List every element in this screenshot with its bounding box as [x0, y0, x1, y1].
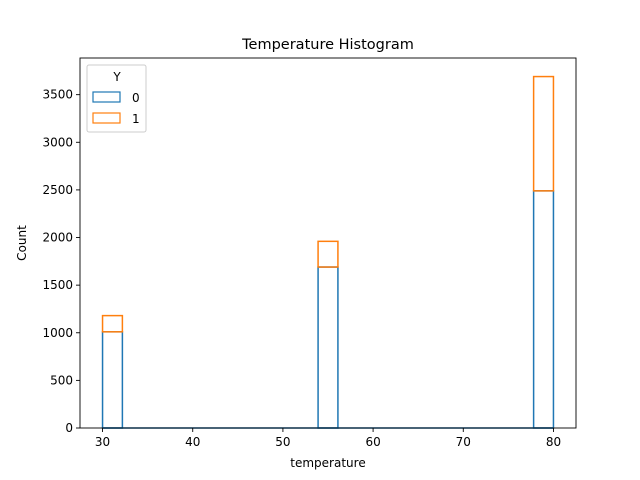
x-ticks: 30 40 50 60 70 80 — [95, 428, 561, 449]
legend-swatch-1 — [92, 112, 121, 124]
y-tick-label: 3000 — [42, 135, 73, 149]
x-tick-label: 30 — [95, 435, 110, 449]
bar-series0-bin2 — [532, 190, 555, 429]
axes-group — [79, 57, 577, 429]
y-tick-label: 2000 — [42, 231, 73, 245]
x-tick-label: 40 — [185, 435, 200, 449]
bar-series0-bin1 — [317, 266, 339, 429]
bars-group — [101, 75, 555, 429]
bar-series1-bin1 — [317, 240, 339, 268]
y-tick-label: 1000 — [42, 326, 73, 340]
legend-label-1: 1 — [132, 112, 140, 126]
bar-series1-bin0 — [101, 314, 124, 333]
x-tick-label: 50 — [275, 435, 290, 449]
legend-box — [86, 64, 147, 133]
y-tick-label: 0 — [65, 421, 73, 435]
plot-frame — [79, 57, 577, 429]
x-axis-label: temperature — [290, 456, 365, 470]
y-tick-label: 500 — [50, 373, 73, 387]
legend: Y 0 1 — [86, 64, 147, 133]
y-tick-label: 2500 — [42, 183, 73, 197]
x-tick-label: 80 — [546, 435, 561, 449]
y-axis-label: Count — [15, 225, 29, 261]
chart-title: Temperature Histogram — [241, 37, 414, 53]
legend-label-0: 0 — [132, 91, 140, 105]
y-tick-label: 1500 — [42, 278, 73, 292]
y-ticks: 0 500 1000 1500 2000 2500 3000 3500 — [42, 88, 80, 435]
y-tick-label: 3500 — [42, 88, 73, 102]
bar-series1-bin2 — [532, 75, 555, 192]
x-tick-label: 70 — [456, 435, 471, 449]
legend-title: Y — [112, 70, 121, 84]
legend-swatch-0 — [92, 91, 121, 103]
bar-series0-bin0 — [101, 331, 124, 429]
x-tick-label: 60 — [365, 435, 380, 449]
